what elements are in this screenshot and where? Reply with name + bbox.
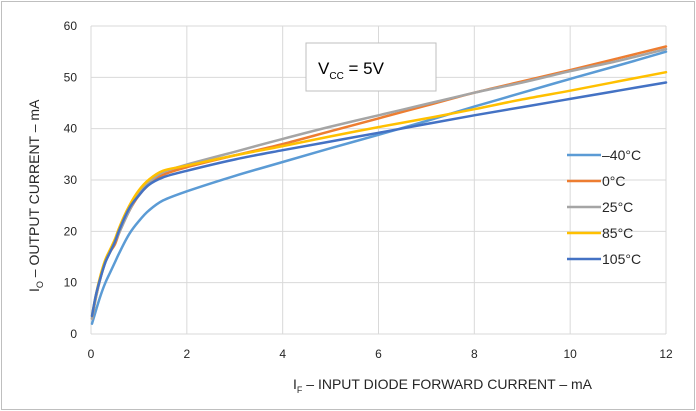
legend-label: 25°C	[602, 199, 633, 215]
legend: –40°C 0°C 25°C 85°C 105°C	[567, 147, 641, 267]
y-axis-title: IO – OUTPUT CURRENT – mA	[26, 99, 45, 292]
y-tick-label: 50	[64, 70, 78, 84]
grid-lines	[90, 25, 667, 335]
y-tick-label: 0	[70, 327, 77, 341]
series-lines	[90, 45, 668, 325]
legend-label: 105°C	[602, 251, 641, 267]
legend-label: 85°C	[602, 225, 633, 241]
series-line-0	[90, 50, 668, 325]
legend-label: 0°C	[602, 173, 626, 189]
y-tick-label: 20	[64, 224, 78, 238]
x-tick-label: 8	[471, 347, 478, 361]
y-tick-label: 10	[64, 276, 78, 290]
x-tick-label: 0	[88, 347, 95, 361]
y-tick-label: 30	[64, 173, 78, 187]
legend-label: –40°C	[602, 147, 641, 163]
x-axis-title: IF – INPUT DIODE FORWARD CURRENT – mA	[293, 376, 593, 395]
y-tick-label: 40	[64, 122, 78, 136]
x-tick-label: 6	[375, 347, 382, 361]
x-tick-label: 10	[563, 347, 577, 361]
x-tick-label: 4	[279, 347, 286, 361]
series-line-4	[90, 81, 668, 318]
x-tick-labels: 0 2 4 6 8 10 12	[88, 347, 673, 361]
x-tick-label: 12	[659, 347, 673, 361]
annotation-text: VCC = 5V	[318, 59, 385, 82]
x-tick-label: 2	[183, 347, 190, 361]
y-tick-labels: 0 10 20 30 40 50 60	[64, 19, 78, 341]
annotation-box	[305, 42, 437, 92]
y-tick-label: 60	[64, 19, 78, 33]
